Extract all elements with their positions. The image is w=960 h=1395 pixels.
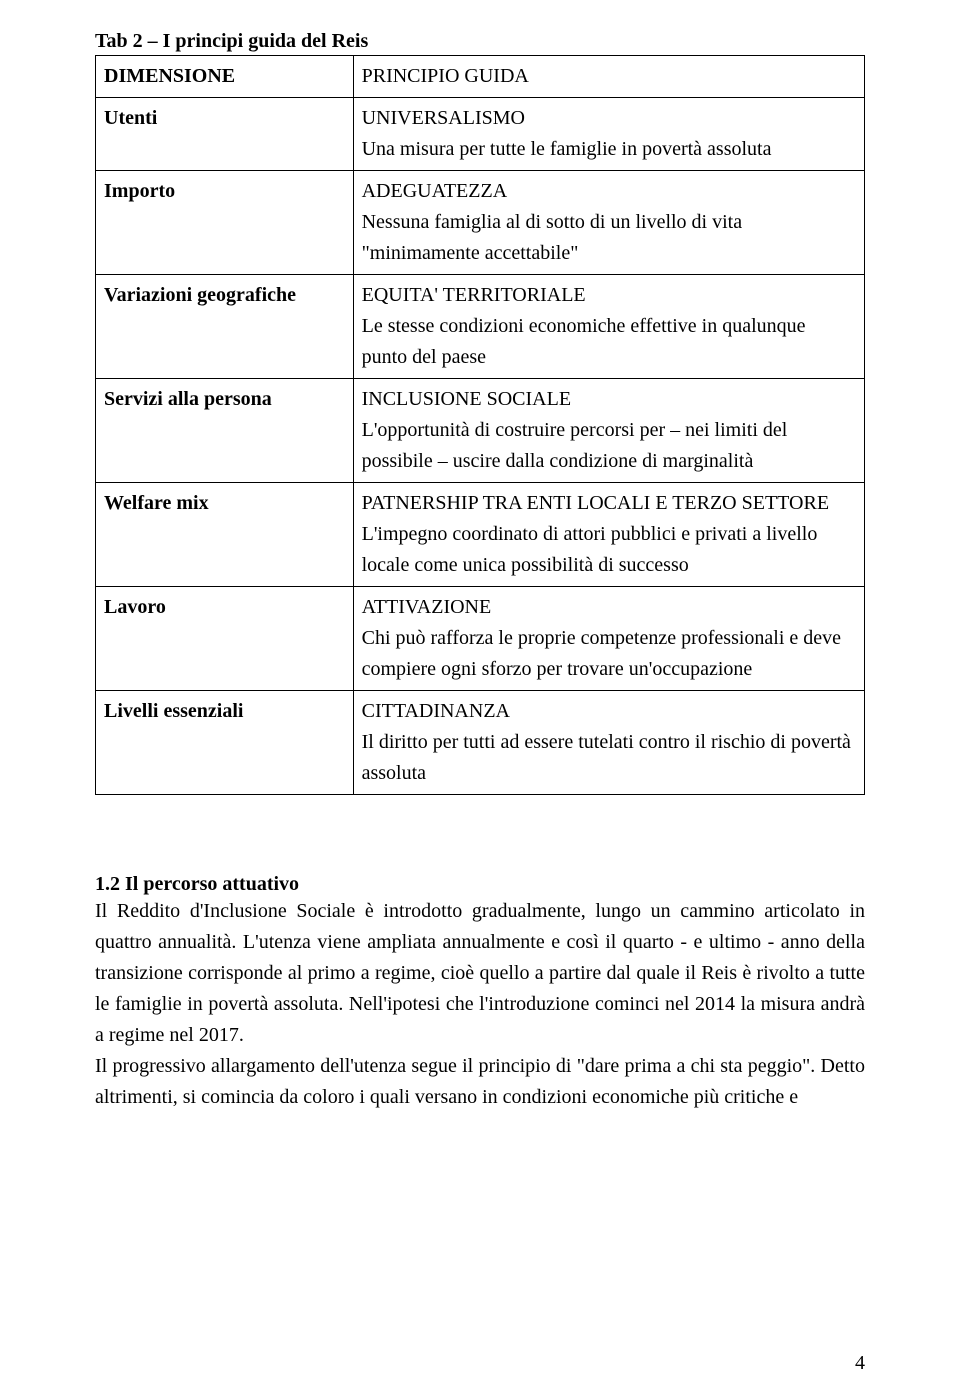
paragraph-1: Il Reddito d'Inclusione Sociale è introd…	[95, 896, 865, 1051]
row-title: EQUITA' TERRITORIALE	[362, 284, 586, 306]
row-content: PATNERSHIP TRA ENTI LOCALI E TERZO SETTO…	[353, 483, 864, 587]
row-content: ADEGUATEZZA Nessuna famiglia al di sotto…	[353, 171, 864, 275]
table-caption: Tab 2 – I principi guida del Reis	[95, 30, 865, 53]
row-desc: Una misura per tutte le famiglie in pove…	[362, 138, 772, 160]
row-desc: Nessuna famiglia al di sotto di un livel…	[362, 211, 743, 264]
header-principio: PRINCIPIO GUIDA	[353, 56, 864, 98]
row-content: ATTIVAZIONE Chi può rafforza le proprie …	[353, 587, 864, 691]
row-title: CITTADINANZA	[362, 700, 510, 722]
row-label: Servizi alla persona	[96, 379, 354, 483]
row-title: PATNERSHIP TRA ENTI LOCALI E TERZO SETTO…	[362, 492, 829, 514]
paragraph-2: Il progressivo allargamento dell'utenza …	[95, 1051, 865, 1113]
table-row: Lavoro ATTIVAZIONE Chi può rafforza le p…	[96, 587, 865, 691]
row-title: INCLUSIONE SOCIALE	[362, 388, 571, 410]
row-label: Importo	[96, 171, 354, 275]
table-header-row: DIMENSIONE PRINCIPIO GUIDA	[96, 56, 865, 98]
row-title: ADEGUATEZZA	[362, 180, 508, 202]
table-row: Variazioni geografiche EQUITA' TERRITORI…	[96, 275, 865, 379]
table-row: Livelli essenziali CITTADINANZA Il dirit…	[96, 691, 865, 795]
row-label: Welfare mix	[96, 483, 354, 587]
row-title: UNIVERSALISMO	[362, 107, 525, 129]
table-row: Utenti UNIVERSALISMO Una misura per tutt…	[96, 98, 865, 171]
row-label: Livelli essenziali	[96, 691, 354, 795]
table-row: Servizi alla persona INCLUSIONE SOCIALE …	[96, 379, 865, 483]
row-label: Lavoro	[96, 587, 354, 691]
table-row: Welfare mix PATNERSHIP TRA ENTI LOCALI E…	[96, 483, 865, 587]
row-desc: Le stesse condizioni economiche effettiv…	[362, 315, 806, 368]
row-desc: L'opportunità di costruire percorsi per …	[362, 419, 788, 472]
row-title: ATTIVAZIONE	[362, 596, 492, 618]
section-heading: 1.2 Il percorso attuativo	[95, 873, 865, 896]
row-label: Variazioni geografiche	[96, 275, 354, 379]
row-desc: Chi può rafforza le proprie competenze p…	[362, 627, 841, 680]
principles-table: DIMENSIONE PRINCIPIO GUIDA Utenti UNIVER…	[95, 55, 865, 795]
row-content: INCLUSIONE SOCIALE L'opportunità di cost…	[353, 379, 864, 483]
row-content: EQUITA' TERRITORIALE Le stesse condizion…	[353, 275, 864, 379]
header-dimensione: DIMENSIONE	[96, 56, 354, 98]
row-label: Utenti	[96, 98, 354, 171]
row-desc: Il diritto per tutti ad essere tutelati …	[362, 731, 851, 784]
page-number: 4	[855, 1352, 865, 1375]
row-desc: L'impegno coordinato di attori pubblici …	[362, 523, 818, 576]
table-row: Importo ADEGUATEZZA Nessuna famiglia al …	[96, 171, 865, 275]
row-content: UNIVERSALISMO Una misura per tutte le fa…	[353, 98, 864, 171]
row-content: CITTADINANZA Il diritto per tutti ad ess…	[353, 691, 864, 795]
